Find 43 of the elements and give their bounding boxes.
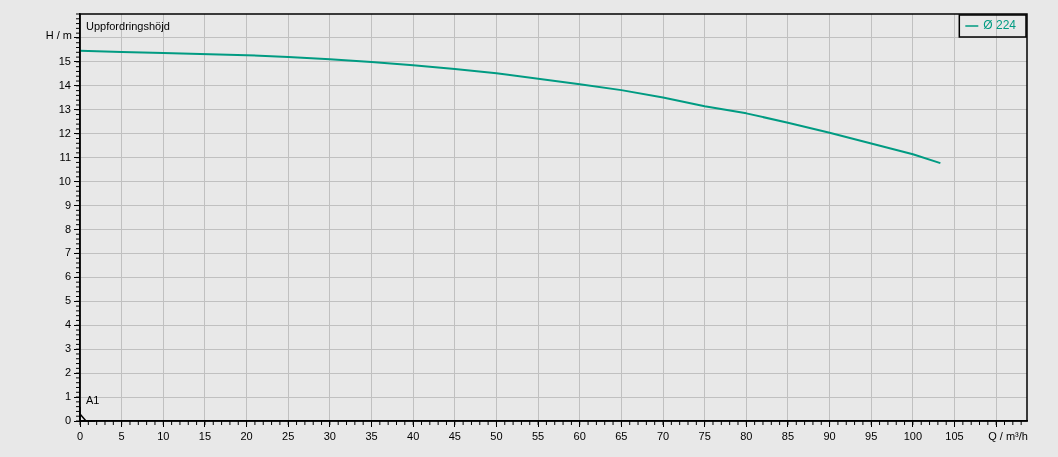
x-tick-label: 45 (448, 429, 461, 442)
x-tick-label: 50 (490, 429, 503, 442)
x-tick-label: 10 (157, 429, 170, 442)
y-tick-label: 6 (64, 270, 71, 283)
x-tick-label: 20 (240, 429, 253, 442)
y-tick-label: 12 (58, 126, 71, 139)
x-tick-label: 80 (740, 429, 753, 442)
y-tick-label: 5 (64, 294, 71, 307)
y-tick-label: 0 (64, 414, 71, 427)
y-tick-label: 11 (59, 150, 71, 163)
x-tick-label: 70 (656, 429, 670, 442)
x-tick-label: 0 (76, 429, 84, 442)
x-tick-label: 90 (823, 429, 836, 442)
y-tick-label: 7 (64, 246, 71, 259)
y-tick-label: 10 (58, 174, 71, 187)
legend-label: Ø 224 (983, 18, 1017, 33)
y-tick-label: 13 (58, 102, 71, 115)
y-tick-label: 14 (58, 78, 71, 91)
annotation: A1 (86, 394, 100, 407)
y-tick-label: 15 (58, 54, 71, 67)
y-tick-label: 2 (64, 366, 71, 379)
x-tick-label: 35 (365, 429, 378, 442)
x-tick-label: 105 (945, 429, 964, 442)
x-tick-label: 5 (118, 429, 125, 442)
x-tick-label: 75 (698, 429, 711, 442)
x-tick-label: 60 (573, 429, 586, 442)
x-tick-label: 95 (865, 429, 878, 442)
x-tick-label: 65 (615, 429, 628, 442)
x-tick-label: 100 (903, 429, 923, 442)
text: Uppfordringshöjd (86, 20, 170, 33)
x-tick-label: 25 (282, 429, 295, 442)
y-axis-title: H / m (45, 28, 72, 41)
x-tick-label: 85 (781, 429, 795, 442)
x-tick-label: 30 (323, 429, 336, 442)
x-tick-label: 55 (531, 429, 545, 442)
x-tick-label: 40 (407, 429, 420, 442)
y-tick-label: 8 (64, 222, 71, 235)
x-tick-label: 15 (198, 429, 212, 442)
y-tick-label: 9 (64, 198, 71, 211)
y-tick-label: 3 (64, 342, 71, 355)
y-tick-label: 4 (64, 318, 71, 331)
y-tick-label: 1 (64, 390, 71, 403)
x-axis-title: Q / m³/h (988, 429, 1028, 442)
